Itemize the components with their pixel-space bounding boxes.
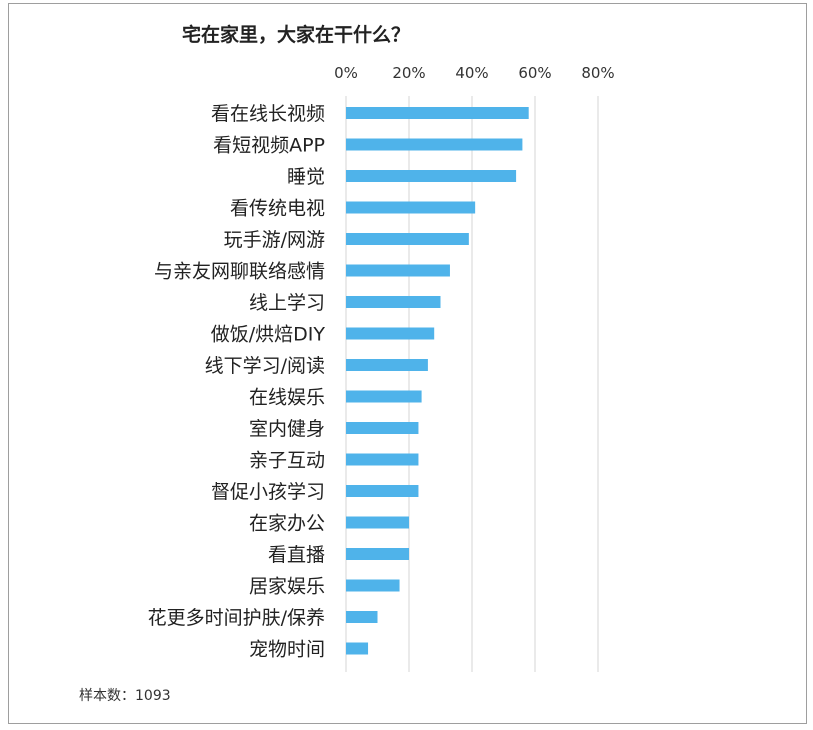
- bar-17: [346, 611, 378, 623]
- category-label: 宠物时间: [249, 639, 325, 661]
- category-label: 亲子互动: [249, 450, 325, 472]
- bar-8: [346, 327, 435, 340]
- x-axis-ticks: 0% 20% 40% 60% 80%: [334, 64, 615, 82]
- bar-15: [346, 548, 409, 560]
- x-tick-label: 40%: [455, 64, 488, 82]
- category-label: 在家办公: [249, 513, 325, 535]
- category-label: 做饭/烘焙DIY: [211, 324, 326, 346]
- chart-frame: 宅在家里，大家在干什么？ 0% 20% 40% 60% 80% 看在线长视频 看短视频AP…: [8, 3, 807, 724]
- category-label: 玩手游/网游: [224, 229, 325, 251]
- bar-9: [346, 359, 428, 371]
- bar-5: [346, 233, 469, 245]
- bar-7: [346, 296, 441, 308]
- category-label: 线下学习/阅读: [205, 355, 325, 377]
- category-label: 看短视频APP: [213, 135, 325, 157]
- bar-16: [346, 579, 400, 592]
- sample-size-footnote: 样本数：1093: [79, 688, 171, 704]
- bar-3: [346, 170, 517, 182]
- bar-chart: 宅在家里，大家在干什么？ 0% 20% 40% 60% 80% 看在线长视频看短视频AP…: [79, 23, 615, 704]
- x-tick-label: 0%: [334, 64, 358, 82]
- category-label: 花更多时间护肤/保养: [148, 607, 325, 629]
- bar-2: [346, 138, 523, 151]
- bar-1: [346, 107, 529, 119]
- category-label: 在线娱乐: [249, 387, 325, 409]
- grid-layer: [345, 96, 599, 672]
- chart-title: 宅在家里，大家在干什么？: [182, 23, 410, 46]
- category-label: 督促小孩学习: [211, 481, 325, 503]
- bar-12: [346, 453, 419, 466]
- category-label: 睡觉: [287, 166, 325, 188]
- bars: [346, 107, 529, 655]
- bar-11: [346, 422, 419, 434]
- category-label: 看直播: [268, 544, 325, 566]
- x-tick-label: 80%: [581, 64, 614, 82]
- bar-14: [346, 516, 409, 529]
- category-label: 室内健身: [249, 418, 325, 440]
- category-label: 与亲友网聊联络感情: [154, 261, 325, 283]
- x-tick-label: 20%: [392, 64, 425, 82]
- category-label: 线上学习: [249, 292, 325, 314]
- bar-18: [346, 642, 369, 655]
- category-label: 看在线长视频: [211, 103, 325, 125]
- bar-10: [346, 390, 422, 403]
- bar-13: [346, 485, 419, 497]
- x-tick-label: 60%: [518, 64, 551, 82]
- category-label: 居家娱乐: [249, 576, 325, 598]
- category-label: 看传统电视: [230, 198, 325, 220]
- bar-6: [346, 264, 450, 277]
- bar-4: [346, 201, 476, 214]
